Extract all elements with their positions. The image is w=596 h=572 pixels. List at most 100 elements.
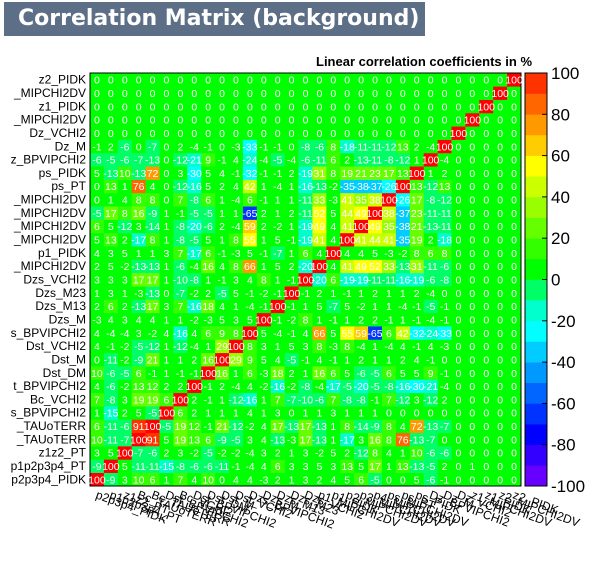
heatmap-cell bbox=[131, 126, 146, 140]
cell-value-label: 6 bbox=[177, 408, 183, 420]
cell-value-label: 0 bbox=[456, 461, 462, 473]
heatmap-cell bbox=[381, 219, 397, 234]
heatmap-cell bbox=[437, 259, 452, 274]
heatmap-cell bbox=[173, 379, 188, 394]
cell-value-label: 0 bbox=[456, 301, 462, 313]
heatmap-cell bbox=[368, 152, 383, 167]
heatmap-cell bbox=[340, 446, 355, 460]
cell-value-label: 35 bbox=[383, 221, 395, 233]
heatmap-cell bbox=[284, 179, 299, 194]
cell-value-label: 3 bbox=[261, 448, 267, 460]
cell-value-label: 0 bbox=[386, 75, 392, 87]
cell-value-label: -1 bbox=[259, 168, 268, 180]
cell-value-label: -13 bbox=[409, 461, 424, 473]
heatmap-cell bbox=[326, 392, 341, 407]
cell-value-label: -12 bbox=[381, 141, 396, 153]
cell-value-label: 5 bbox=[233, 288, 239, 300]
heatmap-cell bbox=[145, 446, 160, 460]
cell-value-label: 0 bbox=[511, 474, 517, 486]
cell-value-label: 1 bbox=[205, 275, 211, 287]
heatmap-cell bbox=[90, 459, 105, 473]
heatmap-cell bbox=[173, 392, 188, 407]
heatmap-cell bbox=[368, 192, 383, 207]
cell-value-label: 0 bbox=[456, 434, 462, 446]
cell-value-label: 1 bbox=[469, 461, 475, 473]
heatmap-cell bbox=[354, 352, 369, 367]
cell-value-label: 2 bbox=[372, 314, 378, 326]
heatmap-cell bbox=[117, 206, 133, 220]
cell-value-label: -65 bbox=[367, 328, 382, 340]
cell-value-label: 6 bbox=[330, 368, 336, 380]
cell-value-label: 0 bbox=[483, 288, 489, 300]
cell-value-label: 2 bbox=[275, 474, 281, 486]
cell-value-label: -8 bbox=[190, 275, 199, 287]
heatmap-cell bbox=[381, 139, 397, 154]
cell-value-label: -1 bbox=[231, 461, 240, 473]
cell-value-label: 0 bbox=[511, 448, 517, 460]
palette-band bbox=[525, 382, 547, 404]
cell-value-label: 3 bbox=[303, 341, 309, 353]
cell-value-label: -12 bbox=[395, 394, 410, 406]
cell-value-label: 0 bbox=[136, 75, 142, 87]
cell-value-label: 0 bbox=[456, 101, 462, 113]
cell-value-label: 2 bbox=[442, 394, 448, 406]
cell-value-label: -13 bbox=[312, 421, 327, 433]
cell-value-label: 2 bbox=[219, 221, 225, 233]
heatmap-cell bbox=[90, 419, 105, 434]
cell-value-label: 1 bbox=[122, 288, 128, 300]
heatmap-cell bbox=[117, 232, 133, 247]
cell-value-label: 8 bbox=[316, 341, 322, 353]
cell-value-label: -1 bbox=[412, 301, 421, 313]
cell-value-label: 0 bbox=[316, 88, 322, 100]
cell-value-label: 0 bbox=[456, 168, 462, 180]
heatmap-cell bbox=[159, 379, 174, 394]
cell-value-label: -8 bbox=[356, 394, 365, 406]
cell-value-label: 1 bbox=[261, 261, 267, 273]
heatmap-cell bbox=[354, 126, 369, 140]
heatmap-cell bbox=[201, 272, 216, 287]
heatmap-cell bbox=[229, 446, 244, 460]
cell-value-label: -6 bbox=[426, 275, 435, 287]
heatmap-cell bbox=[117, 326, 133, 340]
cell-value-label: -5 bbox=[190, 235, 199, 247]
heatmap-cell bbox=[479, 446, 494, 460]
heatmap-cell bbox=[145, 259, 160, 274]
cell-value-label: -13 bbox=[354, 155, 369, 167]
cell-value-label: -4 bbox=[440, 381, 449, 393]
cell-value-label: 0 bbox=[511, 288, 517, 300]
heatmap-cell bbox=[395, 179, 411, 194]
heatmap-cell bbox=[395, 126, 411, 140]
cell-value-label: 8 bbox=[330, 141, 336, 153]
cell-value-label: 100 bbox=[88, 474, 106, 486]
heatmap-cell bbox=[256, 272, 272, 287]
y-tick-label: ps_PIDK bbox=[39, 166, 86, 180]
heatmap-cell bbox=[493, 432, 508, 447]
heatmap-cell bbox=[215, 126, 230, 140]
cell-value-label: -2 bbox=[287, 314, 296, 326]
heatmap-cell bbox=[298, 126, 313, 140]
cell-value-label: -11 bbox=[437, 221, 452, 233]
heatmap-cell bbox=[395, 446, 411, 460]
cell-value-label: 0 bbox=[469, 408, 475, 420]
heatmap-cell bbox=[479, 139, 494, 154]
cell-value-label: 0 bbox=[233, 88, 239, 100]
cell-value-label: 1 bbox=[275, 275, 281, 287]
heatmap-cell bbox=[201, 286, 216, 300]
cell-value-label: 0 bbox=[261, 75, 267, 87]
cell-value-label: -13 bbox=[395, 261, 410, 273]
heatmap-cell bbox=[187, 392, 202, 407]
cell-value-label: -3 bbox=[259, 474, 268, 486]
cell-value-label: 1 bbox=[233, 368, 239, 380]
cell-value-label: 0 bbox=[483, 88, 489, 100]
cell-value-label: -5 bbox=[426, 461, 435, 473]
heatmap-cell bbox=[326, 219, 341, 234]
cell-value-label: 5 bbox=[247, 248, 253, 260]
heatmap-cell bbox=[298, 459, 313, 473]
heatmap-cell bbox=[117, 366, 133, 380]
cell-value-label: 91 bbox=[147, 434, 159, 446]
heatmap-cell bbox=[173, 206, 188, 220]
cell-value-label: 0 bbox=[497, 141, 503, 153]
heatmap-cell bbox=[507, 152, 522, 167]
heatmap-cell bbox=[451, 459, 466, 473]
heatmap-cell bbox=[437, 326, 452, 340]
